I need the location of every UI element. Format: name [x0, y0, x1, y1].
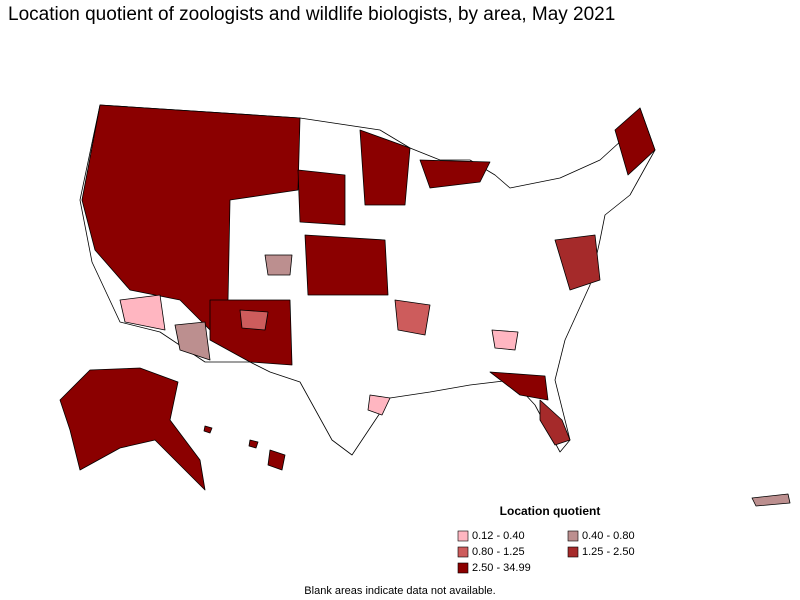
area: [489, 371, 549, 401]
puerto-rico: [751, 493, 791, 507]
area: [209, 299, 293, 366]
area: [174, 321, 211, 361]
hawaii: [248, 439, 259, 449]
map: [59, 104, 791, 507]
legend-title: Location quotient: [500, 504, 601, 518]
area: [419, 159, 491, 189]
area: [119, 294, 166, 331]
area: [239, 309, 269, 331]
alaska: [59, 367, 206, 491]
area: [554, 234, 601, 291]
area: [304, 234, 389, 296]
legend-swatch: [567, 530, 579, 542]
area: [367, 394, 391, 416]
legend-swatch: [457, 562, 469, 574]
legend: 0.12 - 0.40 0.40 - 0.80 0.80 - 1.25 1.25 - …: [457, 530, 635, 574]
area: [539, 399, 571, 446]
area: [264, 254, 293, 276]
area: [297, 169, 346, 226]
map-title: Location quotient of zoologists and wild…: [8, 4, 615, 25]
area: [359, 129, 411, 206]
legend-label: 0.80 - 1.25: [472, 546, 525, 558]
legend-swatch: [457, 530, 469, 542]
footnote: Blank areas indicate data not available.: [304, 585, 495, 597]
hawaii: [203, 425, 213, 434]
legend-label: 1.25 - 2.50: [582, 546, 635, 558]
legend-label: 0.40 - 0.80: [582, 530, 635, 542]
legend-label: 0.12 - 0.40: [472, 530, 525, 542]
hawaii: [267, 449, 286, 471]
area: [491, 329, 519, 351]
area: [614, 107, 656, 176]
legend-label: 2.50 - 34.99: [472, 562, 531, 574]
legend-swatch: [457, 546, 469, 558]
area: [394, 299, 431, 336]
legend-swatch: [567, 546, 579, 558]
